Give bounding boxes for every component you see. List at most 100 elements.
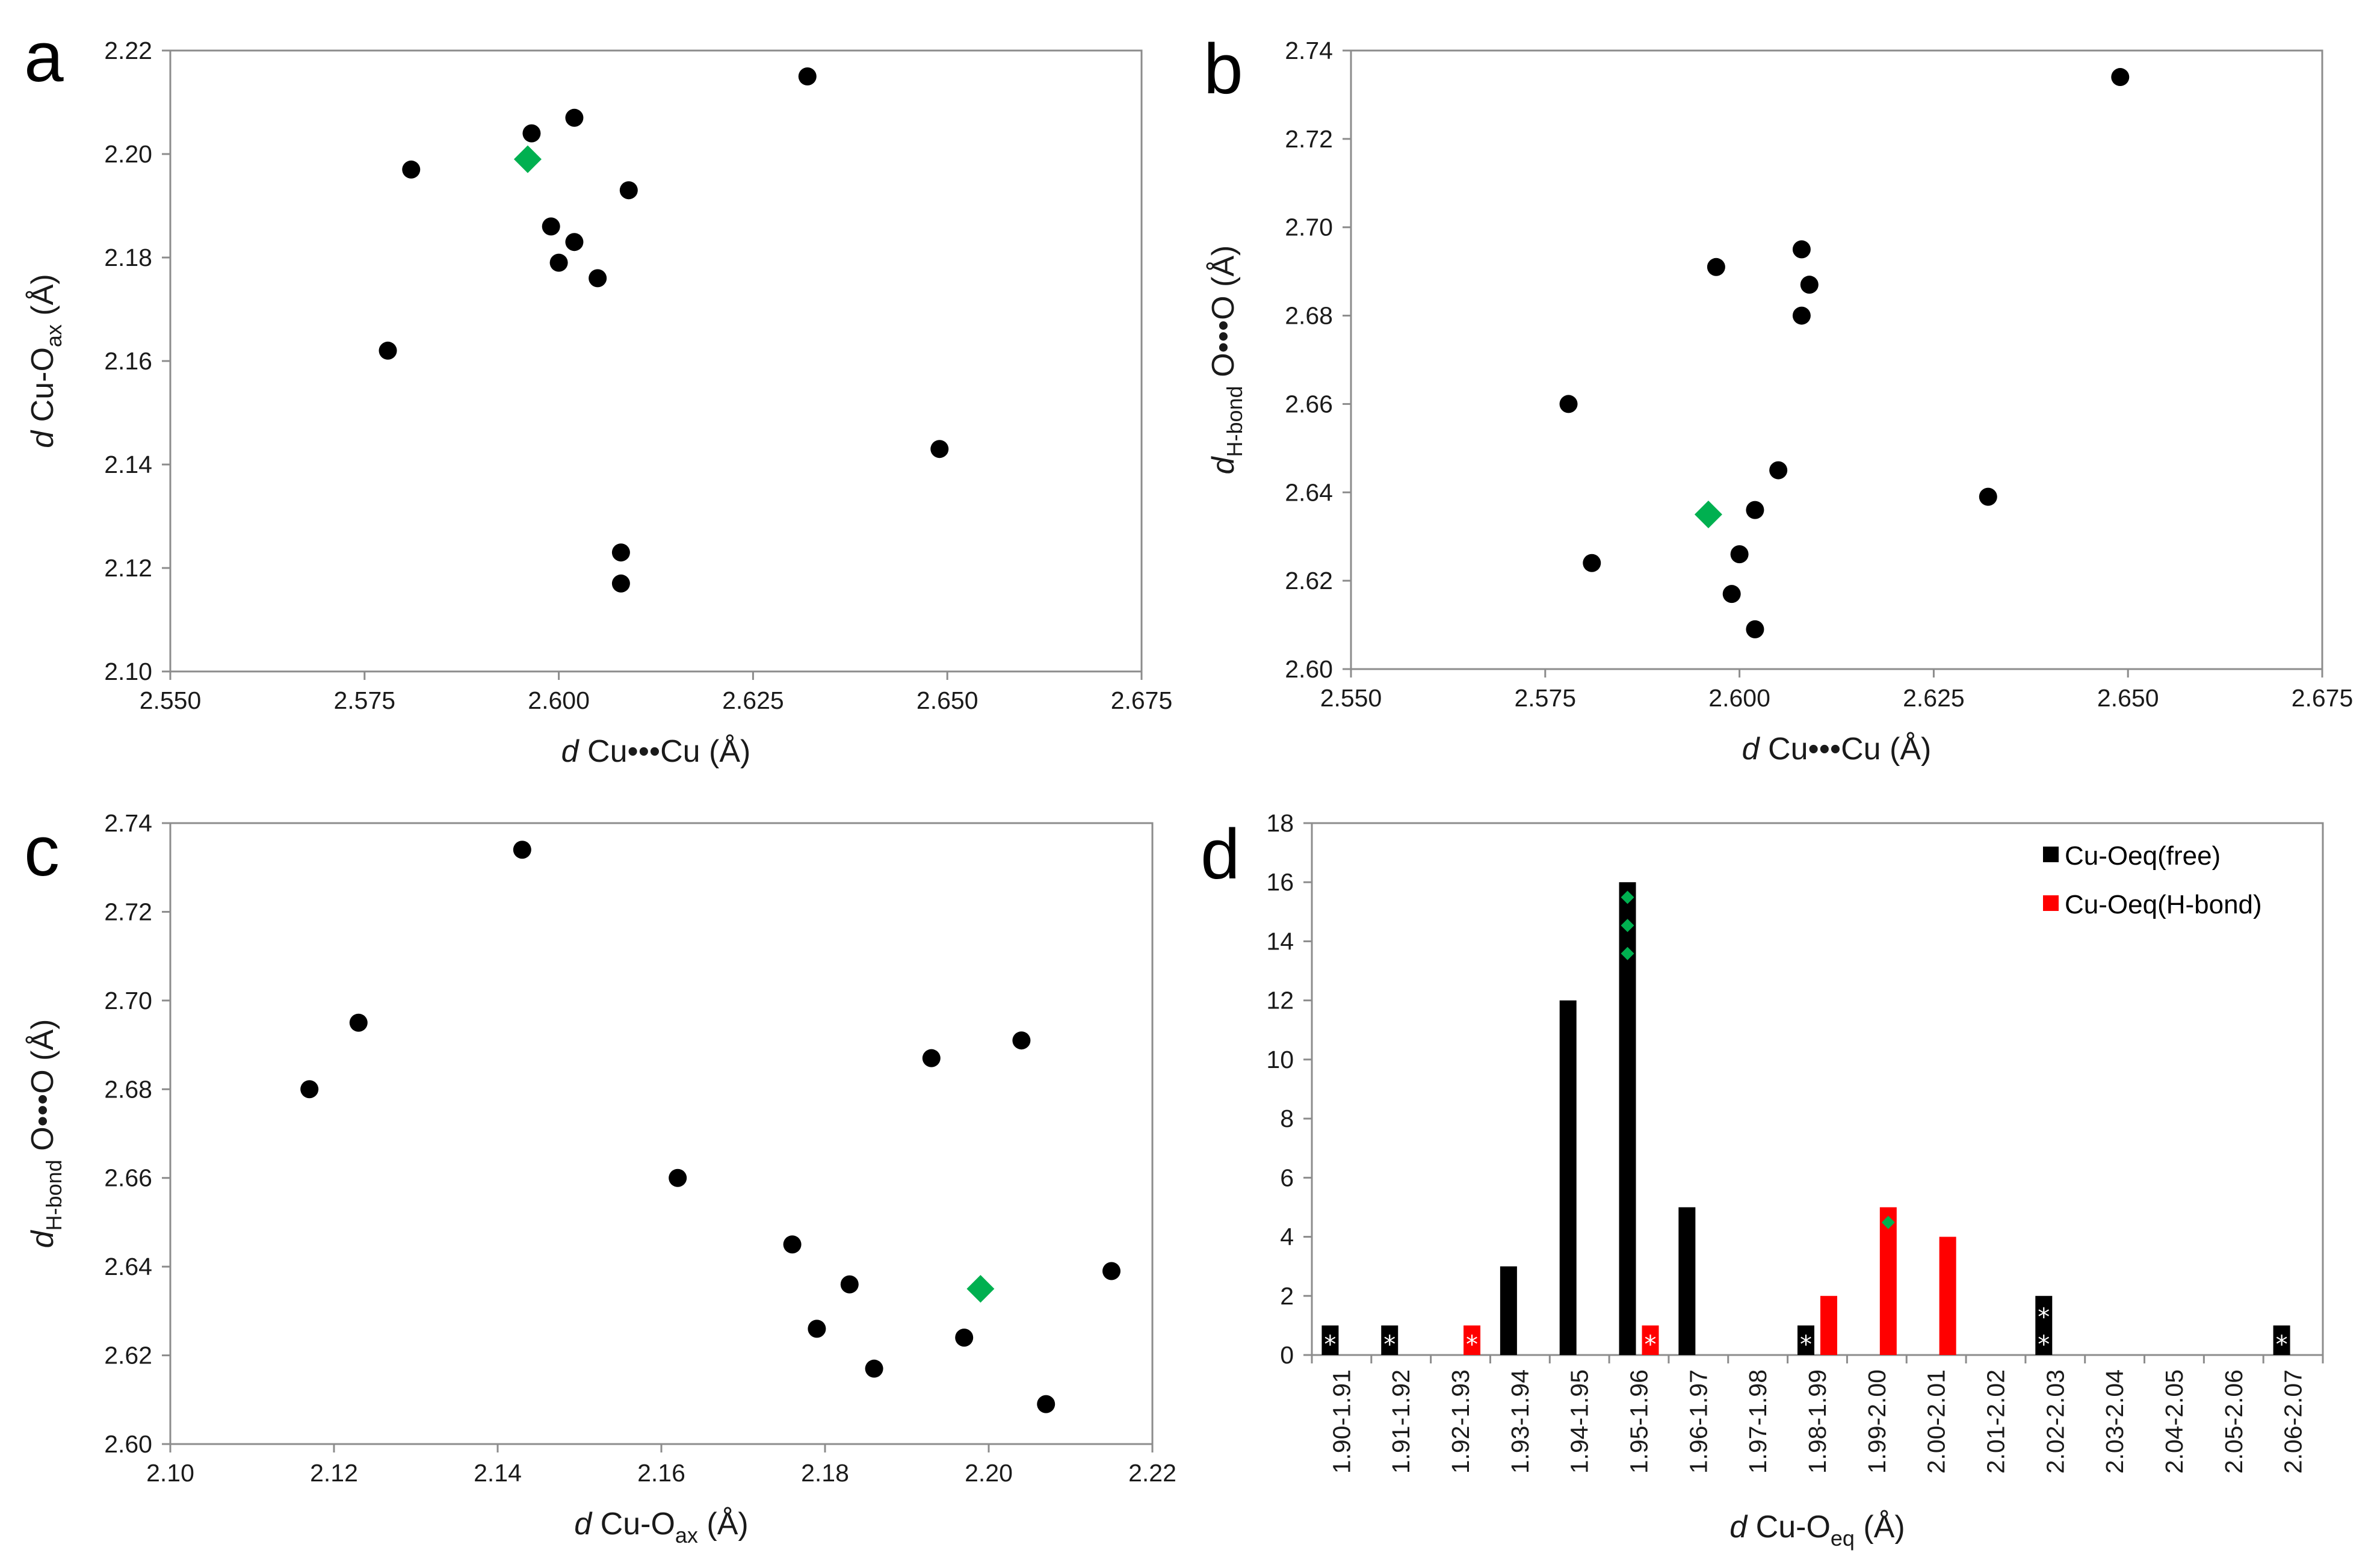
x-axis-label-text: Cu•••Cu (Å) bbox=[579, 734, 751, 769]
data-point bbox=[930, 440, 949, 458]
data-point bbox=[1979, 487, 1997, 506]
panel-a-scatter-chart: a 2.550 2.575 2.600 2.625 2.650 2.675 2.10 2.12 2… bbox=[24, 17, 1172, 769]
y-tick-label: 8 bbox=[1280, 1105, 1294, 1132]
highlight-diamond-point bbox=[1694, 501, 1722, 528]
data-point bbox=[619, 181, 638, 200]
y-tick-label: 2.70 bbox=[1285, 214, 1333, 241]
bar bbox=[1619, 882, 1636, 1355]
data-point bbox=[922, 1049, 941, 1067]
x-axis-label-post: (Å) bbox=[1855, 1510, 1905, 1545]
category-label: 2.02-2.03 bbox=[2041, 1369, 2069, 1474]
x-axis-label-subscript: eq bbox=[1831, 1526, 1855, 1551]
data-point bbox=[1583, 554, 1601, 572]
category-label: 2.01-2.02 bbox=[1982, 1369, 2009, 1474]
star-marker: * bbox=[1645, 1331, 1657, 1359]
data-point bbox=[955, 1329, 974, 1347]
y-tick-label: 2.72 bbox=[104, 898, 152, 925]
y-axis-label-subscript: H-bond bbox=[1222, 386, 1247, 457]
y-tick-label: 2.10 bbox=[104, 658, 152, 685]
y-tick-label: 2 bbox=[1280, 1282, 1294, 1310]
bar bbox=[1321, 1325, 1339, 1355]
y-tick-label: 0 bbox=[1280, 1341, 1294, 1369]
x-tick-label: 2.650 bbox=[916, 687, 978, 714]
bar bbox=[1642, 1325, 1659, 1355]
category-label: 2.05-2.06 bbox=[2220, 1369, 2248, 1474]
y-tick-label: 2.22 bbox=[104, 37, 152, 64]
panel-letter-d: d bbox=[1201, 815, 1240, 894]
category-label: 1.95-1.96 bbox=[1625, 1369, 1653, 1474]
diamond-marker bbox=[1621, 919, 1634, 933]
y-tick-label: 2.64 bbox=[104, 1253, 152, 1280]
data-point bbox=[522, 124, 541, 143]
x-tick-label: 2.575 bbox=[1514, 684, 1576, 712]
y-tick-label: 2.64 bbox=[1285, 478, 1333, 506]
x-tick-label: 2.16 bbox=[637, 1459, 685, 1487]
data-point bbox=[565, 108, 584, 127]
panel-c-scatter-chart: c 2.10 2.12 2.14 2.16 2.18 2.20 2.22 2.60 2.62 2.6… bbox=[24, 809, 1176, 1548]
category-label: 2.06-2.07 bbox=[2280, 1369, 2307, 1474]
plot-area-border bbox=[169, 49, 1143, 673]
data-point bbox=[1559, 395, 1578, 413]
y-axis-label-subscript: H-bond bbox=[42, 1159, 66, 1230]
data-point bbox=[783, 1235, 802, 1254]
x-tick-label: 2.14 bbox=[474, 1459, 522, 1487]
data-point bbox=[542, 217, 560, 236]
data-point bbox=[1730, 545, 1749, 564]
x-tick-label: 2.625 bbox=[1903, 684, 1965, 712]
x-axis-label: d Cu•••Cu (Å) bbox=[561, 734, 751, 769]
y-tick-label: 18 bbox=[1266, 809, 1294, 837]
x-tick-label: 2.20 bbox=[965, 1459, 1013, 1487]
bar bbox=[1678, 1207, 1696, 1355]
legend-label: Cu-Oeq(H-bond) bbox=[2065, 890, 2262, 919]
data-point bbox=[565, 233, 584, 252]
diamond-marker bbox=[1621, 890, 1634, 904]
y-tick-label: 2.68 bbox=[104, 1075, 152, 1103]
category-label: 1.98-1.99 bbox=[1804, 1369, 1831, 1474]
bar bbox=[2273, 1325, 2290, 1355]
category-label: 1.94-1.95 bbox=[1566, 1369, 1593, 1474]
y-tick-label: 4 bbox=[1280, 1223, 1294, 1251]
data-point bbox=[669, 1168, 687, 1187]
star-marker: * bbox=[1324, 1331, 1336, 1359]
y-tick-label: 2.68 bbox=[1285, 302, 1333, 330]
data-point bbox=[2111, 68, 2130, 87]
plot-area-border bbox=[1311, 822, 2324, 1356]
data-point bbox=[1746, 620, 1764, 638]
data-point bbox=[1722, 585, 1741, 603]
panel-d-bar-chart: d 0 2 4 6 8 10 12 14 16 18 1.90-1.91 1.91-1.92 1.92-1… bbox=[1201, 809, 2324, 1551]
y-axis-label-pre: Cu-O bbox=[25, 347, 60, 431]
x-tick-label: 2.22 bbox=[1128, 1459, 1176, 1487]
star-marker: * bbox=[1800, 1331, 1812, 1359]
y-tick-label: 2.16 bbox=[104, 347, 152, 375]
data-point bbox=[549, 253, 568, 272]
y-tick-label: 2.62 bbox=[104, 1342, 152, 1369]
data-point bbox=[349, 1013, 368, 1032]
y-tick-label: 2.74 bbox=[1285, 37, 1333, 64]
category-label: 1.96-1.97 bbox=[1684, 1369, 1712, 1474]
star-marker: * bbox=[2276, 1331, 2288, 1359]
star-marker: * bbox=[1466, 1331, 1478, 1359]
panel-letter-a: a bbox=[24, 17, 64, 97]
y-tick-label: 2.66 bbox=[104, 1164, 152, 1192]
bar bbox=[1939, 1236, 1956, 1355]
diamond-marker bbox=[1621, 946, 1634, 960]
x-axis-label: d Cu-Oeq (Å) bbox=[1729, 1510, 1905, 1551]
category-label: 1.99-2.00 bbox=[1863, 1369, 1891, 1474]
x-axis-label-text: Cu•••Cu (Å) bbox=[1760, 732, 1932, 767]
bar bbox=[1381, 1325, 1399, 1355]
x-tick-label: 2.575 bbox=[333, 687, 395, 714]
category-label: 1.91-1.92 bbox=[1387, 1369, 1415, 1474]
y-tick-label: 16 bbox=[1266, 868, 1294, 896]
legend-swatch bbox=[2043, 895, 2059, 911]
x-tick-label: 2.550 bbox=[1320, 684, 1382, 712]
x-axis-label: d Cu•••Cu (Å) bbox=[1742, 732, 1932, 767]
data-point bbox=[1792, 306, 1811, 325]
panel-b-scatter-chart: b 2.550 2.575 2.600 2.625 2.650 2.675 2.60 2.62 2… bbox=[1204, 29, 2353, 767]
star-marker: * bbox=[2038, 1303, 2050, 1331]
y-tick-label: 2.12 bbox=[104, 554, 152, 582]
x-axis-label-subscript: ax bbox=[675, 1523, 698, 1548]
y-axis-label-post: O•••O (Å) bbox=[1206, 245, 1241, 386]
data-point bbox=[1037, 1395, 1056, 1413]
y-tick-label: 2.20 bbox=[104, 140, 152, 168]
